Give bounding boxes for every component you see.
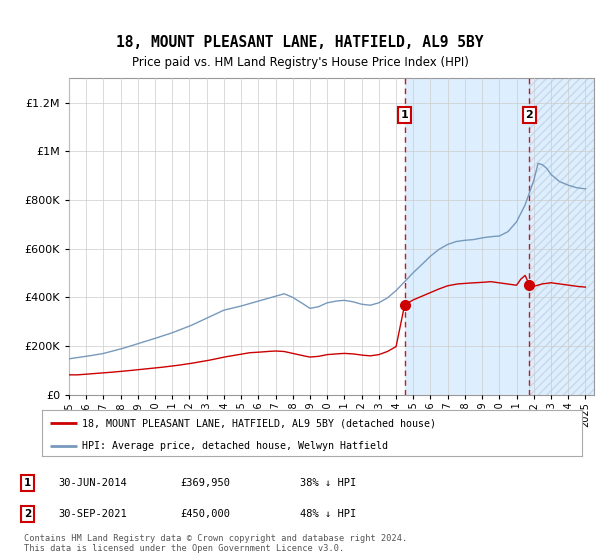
Text: 18, MOUNT PLEASANT LANE, HATFIELD, AL9 5BY (detached house): 18, MOUNT PLEASANT LANE, HATFIELD, AL9 5… <box>83 418 437 428</box>
Text: 2: 2 <box>24 509 31 519</box>
Text: 1: 1 <box>24 478 31 488</box>
Text: 18, MOUNT PLEASANT LANE, HATFIELD, AL9 5BY: 18, MOUNT PLEASANT LANE, HATFIELD, AL9 5… <box>116 35 484 50</box>
Bar <box>404 78 529 395</box>
Text: £369,950: £369,950 <box>180 478 230 488</box>
Bar <box>529 78 600 395</box>
Text: 38% ↓ HPI: 38% ↓ HPI <box>300 478 356 488</box>
Text: 30-JUN-2014: 30-JUN-2014 <box>59 478 128 488</box>
Text: Price paid vs. HM Land Registry's House Price Index (HPI): Price paid vs. HM Land Registry's House … <box>131 56 469 69</box>
Bar <box>529 78 600 395</box>
Text: £450,000: £450,000 <box>180 509 230 519</box>
Text: 48% ↓ HPI: 48% ↓ HPI <box>300 509 356 519</box>
Text: Contains HM Land Registry data © Crown copyright and database right 2024.
This d: Contains HM Land Registry data © Crown c… <box>24 534 407 553</box>
Text: 1: 1 <box>401 110 409 120</box>
Text: 30-SEP-2021: 30-SEP-2021 <box>59 509 128 519</box>
Text: HPI: Average price, detached house, Welwyn Hatfield: HPI: Average price, detached house, Welw… <box>83 441 389 451</box>
Text: 2: 2 <box>526 110 533 120</box>
